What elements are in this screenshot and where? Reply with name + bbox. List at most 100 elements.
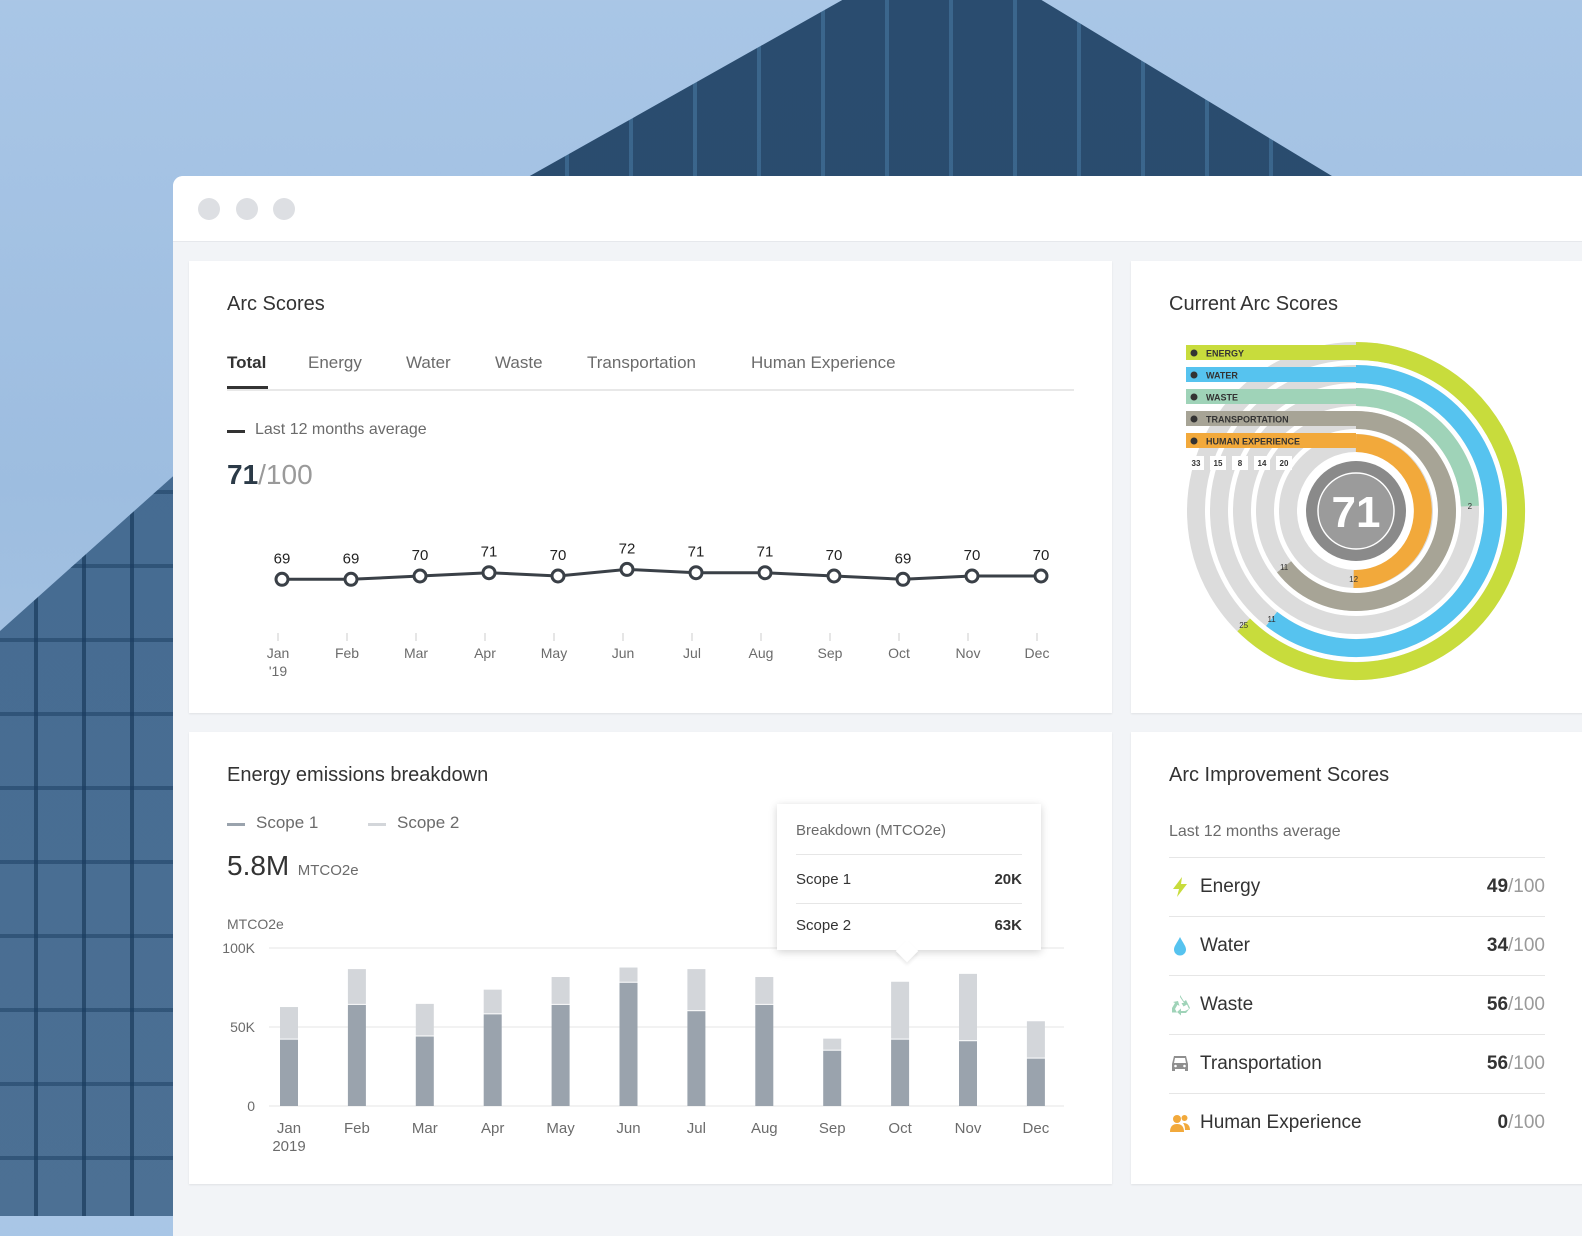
data-point: [619, 561, 635, 577]
max-value-box: [1188, 456, 1204, 470]
max-value: 20: [1280, 459, 1289, 468]
window-maximize-dot[interactable]: [273, 198, 295, 220]
band-value: 11: [1267, 615, 1276, 624]
data-label: 70: [826, 547, 843, 564]
data-label: 69: [343, 550, 360, 567]
scope1-swatch: [227, 823, 245, 826]
arc-scores-card: Arc Scores Total Energy Water Waste Tran…: [189, 261, 1112, 713]
data-point: [757, 565, 773, 581]
x-tick-label: Mar: [404, 645, 428, 661]
tab-waste[interactable]: Waste: [495, 353, 543, 372]
band-label-bar: [1186, 367, 1356, 382]
people-icon: [1169, 1112, 1191, 1134]
data-label: 70: [964, 547, 981, 564]
score-suffix: /100: [258, 459, 313, 490]
band-label-bar: [1186, 389, 1356, 404]
improvement-row-human-experience[interactable]: Human Experience 0/100: [1169, 1093, 1545, 1152]
row-score: 34/100: [1487, 935, 1545, 957]
band-arc: [1355, 388, 1479, 507]
scope1-legend-label: Scope 1: [256, 813, 319, 832]
y-tick-label: 0: [247, 1098, 255, 1114]
row-score: 56/100: [1487, 1053, 1545, 1075]
improvement-row-waste[interactable]: Waste 56/100: [1169, 975, 1545, 1034]
bar-scope1: [483, 1014, 502, 1106]
app-window: Arc Scores Total Energy Water Waste Tran…: [173, 176, 1582, 1236]
x-tick-label: Oct: [888, 645, 910, 661]
current-arc-scores-card: Current Arc Scores ENERGY 25 WATER 11 WASTE 2…: [1131, 261, 1582, 713]
x-tick-label: Mar: [412, 1120, 438, 1137]
scope2-legend-label: Scope 2: [397, 813, 460, 832]
average-score: 71/100: [227, 459, 313, 491]
data-label: 71: [481, 544, 498, 561]
x-tick-label: Jun: [612, 645, 635, 661]
building-top: [505, 0, 1355, 190]
bar-scope2: [823, 1038, 842, 1050]
band-value: 12: [1349, 575, 1358, 584]
max-value-box: [1210, 456, 1226, 470]
bar-scope1: [1026, 1058, 1045, 1106]
data-point: [550, 568, 566, 584]
data-label: 72: [619, 540, 636, 557]
tab-water[interactable]: Water: [406, 353, 451, 372]
improvement-subtitle: Last 12 months average: [1169, 823, 1341, 840]
x-tick-label: May: [546, 1120, 575, 1137]
score-value: 71: [227, 459, 259, 490]
score-suffix: /100: [1508, 935, 1545, 956]
score-suffix: /100: [1508, 1112, 1545, 1133]
data-label: 69: [895, 550, 912, 567]
max-value-box: [1232, 456, 1248, 470]
recycle-icon: [1190, 393, 1198, 401]
window-minimize-dot[interactable]: [236, 198, 258, 220]
arc-score-line-chart: 69 Jan '19 69 Feb 70 Mar 71 Apr 70 May 72 Jun 71 Jul 71…: [267, 540, 1050, 679]
max-value: 8: [1238, 459, 1243, 468]
card-title: Arc Scores: [227, 293, 325, 315]
x-tick-label: Dec: [1023, 1120, 1050, 1137]
max-value: 33: [1192, 459, 1201, 468]
band-arc: [1266, 365, 1502, 657]
data-point: [688, 565, 704, 581]
band-label: HUMAN EXPERIENCE: [1206, 437, 1300, 447]
row-label: Human Experience: [1200, 1112, 1362, 1133]
score-number: 49: [1486, 876, 1509, 897]
band-label-bar: [1186, 433, 1356, 448]
x-tick-label: Jan: [277, 1120, 301, 1137]
band-value: 25: [1239, 621, 1248, 630]
tab-energy[interactable]: Energy: [308, 353, 362, 372]
x-tick-label: May: [541, 645, 567, 661]
x-tick-label: Jun: [616, 1120, 640, 1137]
x-tick-label: Sep: [819, 1120, 846, 1137]
improvement-row-water[interactable]: Water 34/100: [1169, 916, 1545, 975]
data-point: [895, 571, 911, 587]
x-tick-label: Dec: [1025, 645, 1050, 661]
score-number: 56: [1486, 994, 1509, 1015]
score-suffix: /100: [1508, 994, 1545, 1015]
data-label: 70: [550, 547, 567, 564]
max-value: 15: [1214, 459, 1223, 468]
car-icon: [1190, 415, 1198, 423]
x-tick-label: Feb: [344, 1120, 370, 1137]
bar-scope1: [347, 1004, 366, 1106]
score-number: 34: [1486, 935, 1509, 956]
bar-scope2: [891, 981, 910, 1039]
tab-transportation[interactable]: Transportation: [587, 353, 696, 372]
window-close-dot[interactable]: [198, 198, 220, 220]
improvement-row-transportation[interactable]: Transportation 56/100: [1169, 1034, 1545, 1093]
bar-scope2: [280, 1007, 298, 1039]
card-title: Energy emissions breakdown: [227, 764, 489, 786]
emissions-card: Energy emissions breakdown Scope 1 Scope…: [189, 732, 1112, 1184]
x-tick-label: Jul: [687, 1120, 706, 1137]
score-suffix: /100: [1508, 1053, 1545, 1074]
data-point: [274, 571, 290, 587]
tab-total[interactable]: Total: [227, 353, 267, 372]
data-point: [826, 568, 842, 584]
y-tick-label: 100K: [222, 940, 255, 956]
row-label: Transportation: [1200, 1053, 1322, 1074]
person-icon: [1190, 437, 1198, 445]
tab-human-experience[interactable]: Human Experience: [751, 353, 896, 372]
x-tick-label: Oct: [888, 1120, 912, 1137]
improvement-row-energy[interactable]: Energy 49/100: [1169, 857, 1545, 916]
card-title: Current Arc Scores: [1169, 293, 1338, 315]
arc-plaque-chart: ENERGY 25 WATER 11 WASTE 2 TRANSPORTATION 11 HUM…: [1186, 342, 1526, 680]
tooltip-divider: [796, 854, 1022, 855]
